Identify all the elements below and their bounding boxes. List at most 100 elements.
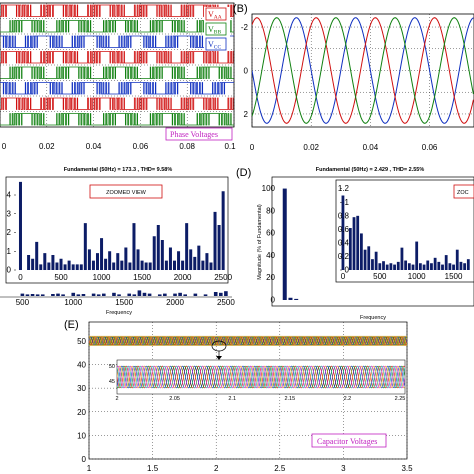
bar — [385, 264, 389, 270]
bar — [31, 258, 35, 270]
inset-y-tick: 45 — [109, 379, 115, 385]
x-tick-label: 1500 — [445, 272, 463, 281]
bar — [18, 181, 22, 271]
bar — [404, 260, 408, 270]
bar — [61, 294, 65, 296]
sine-series-1 — [252, 17, 474, 124]
panel-a-pwm-waveforms — [0, 4, 234, 126]
x-tick-label: 1000 — [64, 298, 82, 307]
y-tick-label: 0 — [7, 266, 12, 275]
bar — [160, 240, 164, 270]
bar — [444, 255, 448, 270]
zoomed-view-label: ZOOMED VIEW — [106, 190, 147, 196]
bar — [117, 294, 121, 296]
panel-e-inset-ticks: 50 45 2 2.05 2.1 2.15 2.2 2.25 — [109, 364, 405, 402]
bar — [35, 294, 40, 296]
bar — [147, 293, 152, 296]
bar — [367, 246, 371, 270]
x-tick-label: 0.06 — [133, 142, 149, 151]
y-tick-label: 0 — [345, 266, 350, 275]
bar — [67, 260, 71, 271]
panel-d-zoom-label: ZOC — [457, 190, 469, 196]
bar — [219, 292, 223, 296]
panel-d: (D) Fundamental (50Hz) = 2.429 , THD= 2.… — [236, 167, 474, 321]
x-tick-label: 500 — [16, 298, 30, 307]
x-tick-label: 0 — [18, 273, 23, 282]
bar — [463, 263, 467, 270]
panel-d-title: Fundamental (50Hz) = 2.429 , THD= 2.55% — [316, 167, 425, 173]
capacitor-voltages-label: Capacitor Voltages — [317, 437, 377, 446]
y-tick-label: 40 — [266, 251, 275, 260]
inset-x-tick: 2.2 — [344, 396, 352, 402]
y-tick-label: 2 — [7, 228, 12, 237]
y-tick-label: 100 — [262, 184, 276, 193]
y-tick-label: 3 — [7, 209, 12, 218]
x-tick-label: 1000 — [408, 272, 426, 281]
inset-x-tick: 2.25 — [395, 396, 406, 402]
bar — [25, 294, 30, 296]
bar — [448, 263, 452, 270]
bar — [79, 264, 83, 271]
bar — [96, 294, 101, 296]
x-tick-label: 2500 — [217, 298, 235, 307]
panel-b: (B) 0 0.02 0.04 0.06 -2 0 2 — [233, 3, 474, 152]
bar — [203, 294, 208, 296]
bar — [132, 223, 136, 271]
bar — [76, 294, 81, 296]
y-tick-label: 80 — [266, 206, 275, 215]
panel-c-xlabel: Frequency — [106, 310, 132, 316]
bar — [294, 298, 299, 300]
bar — [124, 247, 128, 270]
bar — [181, 260, 185, 271]
bar — [393, 264, 396, 270]
y-tick-label: -2 — [241, 23, 249, 32]
x-tick-label: 0 — [2, 142, 7, 151]
bar — [459, 261, 463, 270]
bar — [209, 262, 213, 270]
bar — [341, 195, 345, 270]
bar — [193, 293, 198, 296]
bar — [422, 264, 426, 270]
panel-b-sine-waves — [252, 17, 474, 124]
bar — [87, 249, 91, 271]
bar — [374, 251, 378, 270]
bar — [148, 262, 152, 270]
bar — [189, 249, 193, 271]
bar — [288, 297, 293, 300]
bar — [178, 292, 182, 296]
y-tick-label: 0 — [271, 296, 276, 305]
y-tick-label: 0 — [82, 455, 87, 464]
legend-box-vbb — [205, 22, 227, 36]
x-tick-label: 1500 — [133, 273, 151, 282]
panel-e: (E) 50 45 2 2.05 2.1 2.15 2.2 2.25 Capacitor Vo… — [64, 319, 413, 473]
bar — [356, 215, 360, 270]
y-tick-label: 10 — [77, 431, 86, 440]
panel-c: Fundamental (50Hz) = 173.3 , THD= 9.58% … — [0, 167, 235, 316]
y-tick-label: 30 — [77, 384, 86, 393]
phase-voltages-label: Phase Voltages — [170, 130, 218, 139]
bar — [142, 292, 147, 296]
y-tick-label: 1 — [345, 198, 350, 207]
x-tick-label: 0.1 — [224, 142, 236, 151]
bar — [35, 241, 39, 271]
bar — [100, 238, 104, 271]
x-tick-label: 3 — [341, 464, 346, 473]
bar — [193, 256, 197, 271]
sine-series-2 — [252, 17, 474, 124]
sine-series-0 — [252, 17, 474, 124]
bar — [83, 223, 87, 271]
bar — [371, 259, 374, 270]
panel-c-main-bars: 500 1000 1500 2000 2500 — [16, 290, 235, 307]
band-line-1 — [88, 336, 408, 346]
band-line-3 — [88, 336, 408, 346]
x-tick-label: 0.06 — [422, 143, 438, 152]
pwm-line-vbb-1 — [0, 20, 234, 33]
x-tick-label: 0.02 — [303, 143, 319, 152]
bar — [101, 293, 106, 296]
zoom-arrow-head — [216, 356, 222, 360]
legend-box-vaa — [205, 7, 227, 21]
bar — [30, 294, 35, 296]
panel-e-label: (E) — [64, 319, 79, 331]
bar — [59, 258, 63, 270]
